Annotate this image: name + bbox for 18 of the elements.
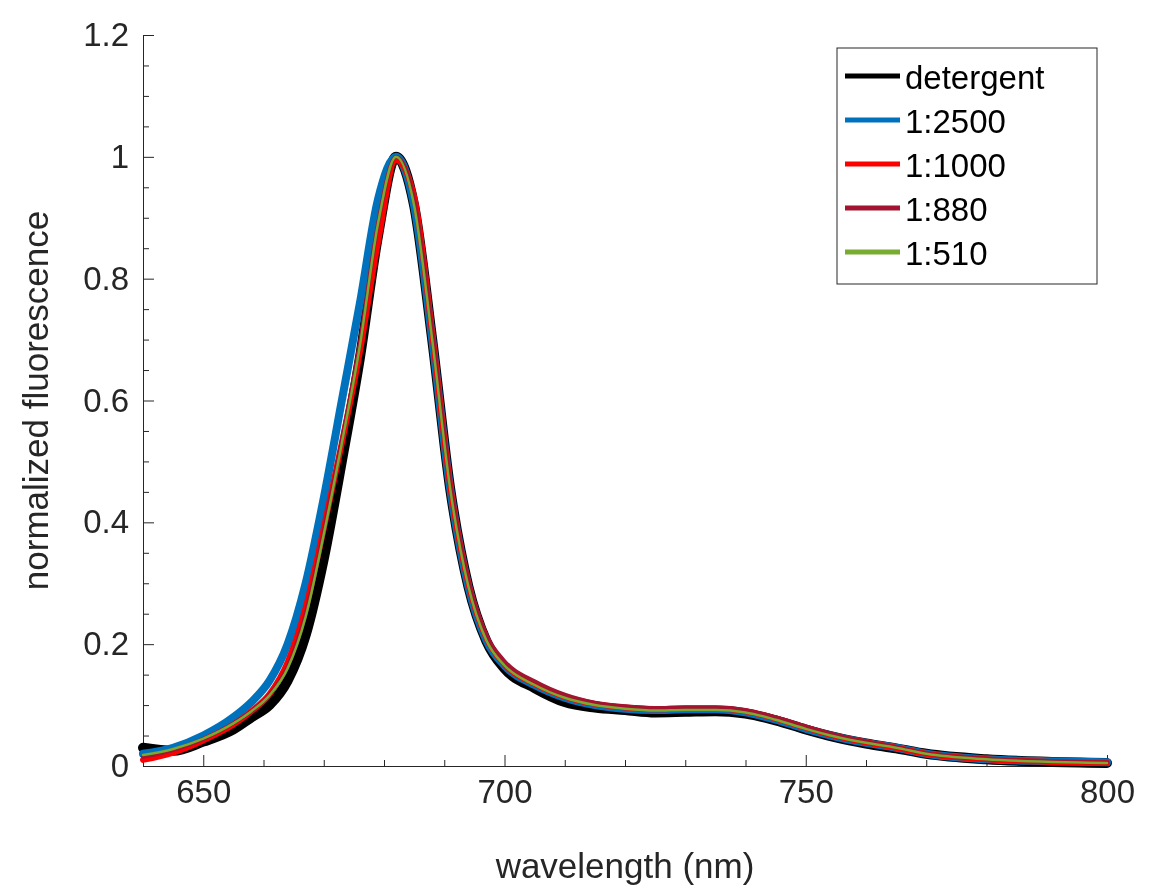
y-tick-label: 1 xyxy=(110,137,129,175)
y-tick-label: 1.2 xyxy=(83,16,129,54)
x-tick-label: 700 xyxy=(477,773,533,811)
y-axis-title: normalized fluorescence xyxy=(16,210,55,591)
legend-label: 1:1000 xyxy=(905,147,1006,184)
legend-label: detergent xyxy=(905,59,1045,96)
legend-label: 1:2500 xyxy=(905,103,1006,140)
x-tick-label: 650 xyxy=(176,773,232,811)
y-tick-label: 0.4 xyxy=(83,503,129,541)
y-tick-label: 0 xyxy=(110,747,129,785)
x-axis-title: wavelength (nm) xyxy=(494,846,755,885)
x-tick-label: 800 xyxy=(1079,773,1136,811)
x-tick-label: 750 xyxy=(778,773,834,811)
y-tick-label: 0.8 xyxy=(83,259,129,297)
y-tick-label: 0.2 xyxy=(83,625,129,663)
legend-label: 1:880 xyxy=(905,191,988,228)
legend-label: 1:510 xyxy=(905,235,988,272)
y-tick-label: 0.6 xyxy=(83,381,129,419)
